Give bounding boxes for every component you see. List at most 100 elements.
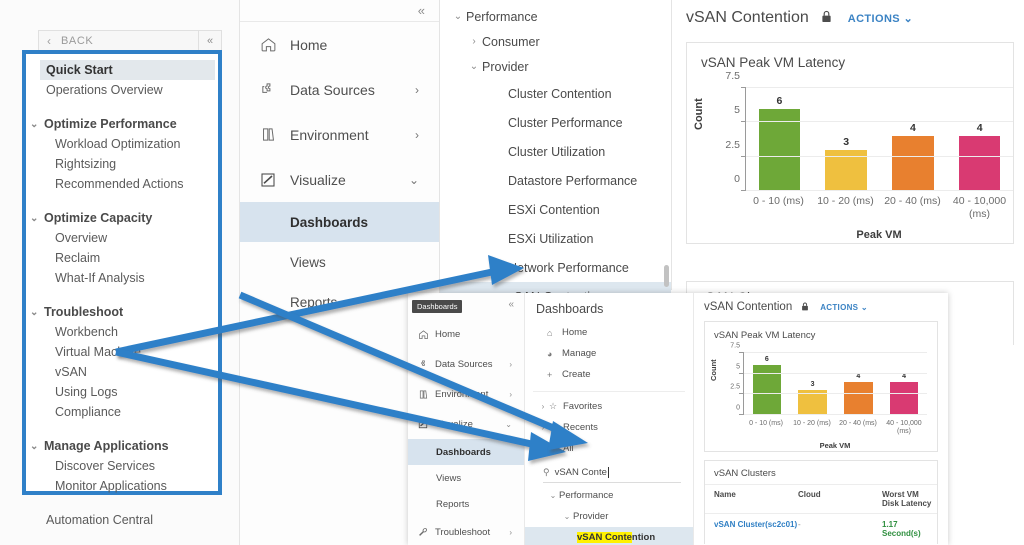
tree-leaf-esxi-contention[interactable]: ESXi Contention	[508, 202, 600, 217]
nav-item-troubleshoot[interactable]: Troubleshoot ›	[408, 517, 524, 545]
tree-link-create[interactable]: + Create	[525, 364, 693, 385]
sidebar-item-what-if-analysis[interactable]: What-If Analysis	[55, 271, 145, 285]
chart-bar-group[interactable]: 3	[790, 353, 836, 415]
sidebar-item-discover-services[interactable]: Discover Services	[55, 459, 156, 473]
collapse-panel-button[interactable]: «	[508, 299, 514, 310]
nav-group-header[interactable]: ⌄ Optimize Performance	[30, 114, 215, 134]
nav-item-data-sources[interactable]: Data Sources ›	[408, 349, 524, 379]
chevron-down-icon: ⌄	[539, 444, 547, 453]
actions-menu-button[interactable]: ACTIONS ⌄	[848, 12, 913, 25]
chart-bar[interactable]	[825, 149, 867, 191]
tree-folder-all[interactable]: ⌄ ▢ All	[525, 438, 693, 459]
gear-icon: ◕	[547, 348, 553, 359]
tree-node-performance[interactable]: ⌄ Performance	[440, 4, 671, 29]
nav-group-automation: Automation Central	[30, 510, 215, 530]
scrollbar-thumb[interactable]	[664, 265, 669, 287]
nav-group-header[interactable]: ⌄ Manage Applications	[30, 436, 215, 456]
sidebar-item-quick-start[interactable]: Quick Start	[40, 60, 215, 80]
tree-node-consumer[interactable]: › Consumer	[440, 29, 671, 54]
tree-node-performance[interactable]: ⌄ Performance	[525, 485, 693, 506]
column-header-name: Name	[714, 490, 736, 499]
sidebar-item-workload-optimization[interactable]: Workload Optimization	[55, 137, 181, 151]
chart-x-tick-labels: 0 - 10 (ms) 10 - 20 (ms) 20 - 40 (ms) 40 - …	[745, 195, 1013, 221]
nav-item-home[interactable]: Home	[240, 22, 439, 67]
tree-link-manage[interactable]: ◕ Manage	[525, 343, 693, 364]
tree-leaf-cluster-utilization[interactable]: Cluster Utilization	[508, 144, 606, 159]
chevron-right-icon: ›	[472, 36, 476, 47]
nav-item-label: Troubleshoot	[435, 526, 491, 538]
sidebar-item-monitor-applications[interactable]: Monitor Applications	[55, 479, 167, 493]
collapse-panel-button[interactable]: «	[198, 30, 222, 50]
sidebar-item-dashboards[interactable]: Dashboards	[240, 202, 439, 242]
chevron-down-icon: ⌄	[903, 12, 914, 25]
chart-bar-group[interactable]: 6	[746, 88, 813, 191]
tree-folder-recents[interactable]: › ◯ Recents	[525, 417, 693, 438]
nav-group-optimize-capacity: ⌄ Optimize Capacity Overview Reclaim Wha…	[30, 208, 215, 288]
search-input[interactable]: ⚲ vSAN Conte	[543, 463, 681, 483]
chart-bar[interactable]	[752, 365, 782, 415]
sidebar-item-rightsizing[interactable]: Rightsizing	[55, 157, 117, 171]
sidebar-item-workbench[interactable]: Workbench	[55, 325, 118, 339]
sidebar-item-views[interactable]: Views	[290, 254, 326, 270]
nav-item-environment[interactable]: Environment ›	[240, 112, 439, 157]
sidebar-item-compliance[interactable]: Compliance	[55, 405, 122, 419]
sidebar-item-operations-overview[interactable]: Operations Overview	[46, 83, 163, 97]
table-row[interactable]: vSAN Cluster(sc2c01) - 1.17 Second(s)	[705, 513, 937, 544]
chart-bar-group[interactable]: 4	[836, 353, 882, 415]
tree-node-provider[interactable]: ⌄ Provider	[525, 506, 693, 527]
chart-bar-group[interactable]: 4	[881, 353, 927, 415]
chart-y-tick-label: 2.5	[725, 138, 740, 151]
nav-item-label: Environment	[290, 126, 369, 143]
tree-leaf-esxi-utilization[interactable]: ESXi Utilization	[508, 231, 594, 246]
sidebar-item-reclaim[interactable]: Reclaim	[55, 251, 101, 265]
nav-group-header[interactable]: ⌄ Optimize Capacity	[30, 208, 215, 228]
nav-group-label: Troubleshoot	[44, 305, 124, 319]
chart-bar[interactable]	[889, 381, 919, 415]
tree-link-home[interactable]: ⌂ Home	[525, 322, 693, 343]
chart-bar[interactable]	[958, 136, 1001, 191]
chart-bar-value-label: 4	[909, 122, 916, 135]
chart-bar-group[interactable]: 4	[946, 88, 1013, 191]
nav-group-header[interactable]: ⌄ Troubleshoot	[30, 302, 215, 322]
sidebar-item-using-logs[interactable]: Using Logs	[55, 385, 118, 399]
tree-leaf-cluster-contention[interactable]: Cluster Contention	[508, 86, 612, 101]
sidebar-item-overview[interactable]: Overview	[55, 231, 108, 245]
vsan-peak-vm-latency-chart: Count 6 3 4 4 0 2.5 5 7.5 0 - 10 (ms) 10 - 20 (…	[687, 70, 1013, 243]
sidebar-item-vsan[interactable]: vSAN	[55, 365, 87, 379]
sidebar-item-automation-central[interactable]: Automation Central	[46, 513, 154, 527]
back-button[interactable]: ‹ BACK ⌄	[38, 30, 216, 50]
left-navigation-panel: ‹ BACK ⌄ « Quick Start Operations Overvi…	[0, 0, 240, 545]
actions-menu-button[interactable]: ACTIONS ⌄	[820, 303, 868, 312]
sidebar-item-virtual-machine[interactable]: Virtual Machine	[55, 345, 141, 359]
sidebar-item-reports[interactable]: Reports	[436, 498, 470, 510]
nav-item-visualize[interactable]: Visualize ⌄	[408, 409, 524, 439]
tree-folder-favorites[interactable]: › ☆ Favorites	[525, 396, 693, 417]
page-title: vSAN Contention	[704, 301, 793, 313]
chart-bar-group[interactable]: 4	[880, 88, 947, 191]
collapse-panel-button[interactable]: «	[417, 3, 425, 18]
nav-item-data-sources[interactable]: Data Sources ›	[240, 67, 439, 112]
cell-cluster-name[interactable]: vSAN Cluster(sc2c01)	[714, 520, 798, 529]
chart-y-axis-label: Count	[693, 98, 705, 130]
tree-leaf-network-performance[interactable]: Network Performance	[508, 260, 629, 275]
chart-bar[interactable]	[892, 136, 934, 191]
chart-bar[interactable]	[844, 381, 873, 415]
chevron-right-icon: ›	[509, 527, 512, 537]
nav-item-environment[interactable]: Environment ›	[408, 379, 524, 409]
chart-bar-group[interactable]: 3	[813, 88, 880, 191]
tree-leaf-datastore-performance[interactable]: Datastore Performance	[508, 173, 638, 188]
nav-item-home[interactable]: Home	[408, 319, 524, 349]
chart-bar-group[interactable]: 6	[744, 353, 790, 415]
sidebar-item-recommended-actions[interactable]: Recommended Actions	[55, 177, 184, 191]
inset-navigation-panel: Dashboards « Home Data Sources › Enviro	[408, 293, 525, 545]
sidebar-item-views[interactable]: Views	[436, 472, 462, 484]
back-label: BACK	[61, 34, 94, 47]
sidebar-item-dashboards[interactable]: Dashboards	[408, 439, 524, 465]
nav-item-visualize[interactable]: Visualize ⌄	[240, 157, 439, 202]
tree-node-provider[interactable]: ⌄ Provider	[440, 54, 671, 79]
tree-link-label: Home	[562, 327, 588, 338]
lock-icon	[821, 10, 832, 26]
tree-leaf-cluster-performance[interactable]: Cluster Performance	[508, 115, 623, 130]
chart-bars: 6 3 4 4	[746, 88, 1013, 191]
